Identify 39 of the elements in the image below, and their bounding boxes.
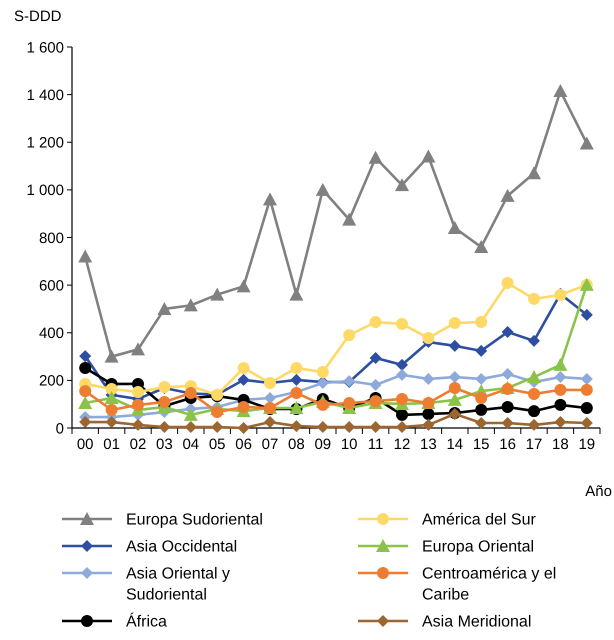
x-tick-label: 16 xyxy=(499,436,516,453)
y-tick-label: 400 xyxy=(38,325,64,342)
legend-label: Europa Sudoriental xyxy=(126,512,263,529)
x-tick-label: 10 xyxy=(340,436,358,453)
y-tick-label: 600 xyxy=(38,277,64,294)
legend-label: Asia Meridional xyxy=(422,614,532,631)
x-tick-label: 08 xyxy=(288,436,305,453)
legend-label: Asia Occidental xyxy=(126,538,238,556)
y-tick-label: 1 000 xyxy=(26,182,64,200)
x-tick-label: 13 xyxy=(420,436,437,453)
y-tick-label: 1 400 xyxy=(26,86,64,104)
legend-label: África xyxy=(126,612,167,631)
y-tick-label: 0 xyxy=(56,420,64,438)
x-tick-label: 09 xyxy=(314,436,332,453)
x-tick-label: 19 xyxy=(578,436,596,453)
x-tick-label: 17 xyxy=(526,436,542,453)
y-tick-label: 1 200 xyxy=(26,134,64,152)
x-tick-label: 12 xyxy=(394,436,410,453)
x-tick-label: 15 xyxy=(472,436,490,453)
x-tick-label: 05 xyxy=(208,436,226,453)
x-tick-label: 11 xyxy=(368,436,384,453)
legend-label: América del Sur xyxy=(422,512,536,529)
x-tick-label: 01 xyxy=(103,436,120,453)
x-tick-label: 18 xyxy=(552,436,569,453)
y-tick-label: 200 xyxy=(38,372,64,390)
x-tick-label: 07 xyxy=(262,436,278,453)
x-tick-label: 14 xyxy=(446,436,464,453)
x-tick-label: 06 xyxy=(235,436,252,453)
legend-label: Europa Oriental xyxy=(422,538,534,556)
x-tick-label: 03 xyxy=(156,436,173,453)
x-axis-title: Año xyxy=(585,483,612,500)
x-tick-label: 04 xyxy=(182,436,200,453)
legend-label: Asia Oriental y Sudoriental xyxy=(126,566,230,604)
y-axis-title: S-DDD xyxy=(14,8,62,25)
legend-label: Centroamérica y el Caribe xyxy=(422,566,556,604)
y-tick-label: 800 xyxy=(38,230,64,247)
x-tick-label: 02 xyxy=(130,436,146,453)
x-tick-label: 00 xyxy=(76,436,94,453)
y-tick-label: 1 600 xyxy=(26,39,64,56)
